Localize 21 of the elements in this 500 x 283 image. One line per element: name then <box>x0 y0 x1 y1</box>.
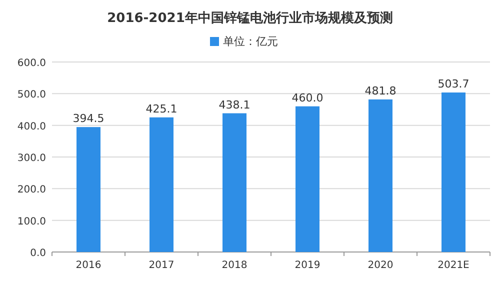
x-tick-label: 2021E <box>438 260 470 271</box>
y-tick-label: 500.0 <box>17 90 46 101</box>
y-tick-label: 0.0 <box>30 248 46 259</box>
x-tick-label: 2016 <box>76 260 102 271</box>
data-label: 438.1 <box>218 98 250 112</box>
y-tick-label: 600.0 <box>17 58 46 69</box>
x-tick-label: 2020 <box>368 260 394 271</box>
data-label: 425.1 <box>146 102 178 116</box>
data-label: 460.0 <box>292 91 324 104</box>
x-tick-label: 2017 <box>148 260 174 271</box>
x-tick-label: 2019 <box>294 260 320 271</box>
y-tick-label: 200.0 <box>17 184 46 196</box>
data-label: 394.5 <box>72 112 104 126</box>
legend-label: 单位：亿元 <box>223 35 278 48</box>
chart-title: 2016-2021年中国锌锰电池行业市场规模及预测 <box>107 10 393 26</box>
data-label: 503.7 <box>438 77 470 90</box>
x-tick-label: 2018 <box>222 260 248 271</box>
y-tick-label: 400.0 <box>17 121 46 132</box>
data-label: 481.8 <box>364 84 396 98</box>
y-tick-label: 300.0 <box>17 153 46 164</box>
y-tick-label: 100.0 <box>17 216 46 228</box>
